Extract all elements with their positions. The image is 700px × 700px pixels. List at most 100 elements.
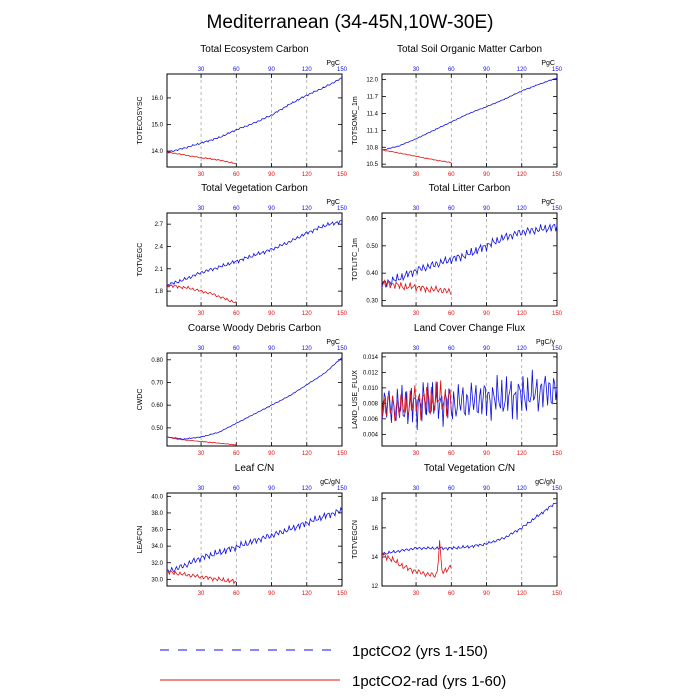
x-tick-label-top: 30 — [413, 67, 420, 73]
x-tick-label-top: 90 — [483, 486, 490, 492]
x-tick-label-bottom: 90 — [483, 591, 490, 597]
plot-frame — [381, 73, 558, 168]
x-tick-label-top: 150 — [552, 67, 563, 73]
x-tick-label-bottom: 120 — [517, 172, 528, 178]
x-tick-label-top: 90 — [483, 67, 490, 73]
legend-label-1pctco2-rad: 1pctCO2-rad (yrs 1-60) — [352, 673, 506, 690]
series-line-1pctco2 — [166, 220, 343, 288]
x-tick-label-bottom: 90 — [483, 451, 490, 457]
y-tick-label: 10.8 — [366, 145, 378, 151]
x-tick-label-top: 150 — [552, 206, 563, 212]
x-tick-label-bottom: 60 — [233, 451, 240, 457]
panels-group: Total Ecosystem Carbon PgC TOTECOSYSC 30 30 6… — [137, 44, 563, 597]
x-tick-label-top: 30 — [198, 346, 205, 352]
x-tick-label-top: 60 — [448, 486, 455, 492]
x-tick-label-bottom: 120 — [517, 451, 528, 457]
series-line-1pctco2 — [381, 223, 558, 289]
plot-frame — [166, 352, 343, 447]
x-tick-label-top: 60 — [448, 206, 455, 212]
y-tick-label: 38.0 — [151, 511, 163, 517]
x-tick-label-top: 30 — [413, 206, 420, 212]
panel-land-cover-change-flux: Land Cover Change Flux PgC/y LAND_USE_FLUX… — [352, 323, 563, 457]
y-axis-label: CWDC — [137, 389, 144, 411]
y-tick-label: 0.012 — [363, 370, 379, 376]
x-tick-label-top: 120 — [302, 67, 313, 73]
y-axis-label: LEAFCN — [137, 526, 144, 554]
y-tick-label: 0.60 — [366, 216, 378, 222]
y-tick-label: 11.7 — [367, 95, 379, 101]
panel-total-vegetation-c-n: Total Vegetation C/N gC/gN TOTVEGCN 30 30 60 6… — [352, 463, 563, 597]
series-line-1pctco2 — [381, 369, 558, 431]
y-axis-label: TOTECOSYSC — [137, 96, 144, 144]
y-tick-label: 34.0 — [151, 544, 163, 550]
figure-title: Mediterranean (34-45N,10W-30E) — [207, 12, 494, 33]
x-tick-label-bottom: 120 — [517, 311, 528, 317]
x-tick-label-top: 60 — [233, 486, 240, 492]
y-tick-label: 18 — [371, 497, 378, 503]
x-tick-label-bottom: 30 — [198, 451, 205, 457]
series-line-1pctco2 — [381, 502, 558, 556]
y-tick-label: 0.50 — [366, 244, 378, 250]
y-tick-label: 0.006 — [363, 417, 379, 423]
plot-frame — [381, 492, 558, 587]
panel-title: Land Cover Change Flux — [414, 323, 525, 334]
y-tick-label: 0.80 — [151, 358, 163, 364]
series-line-1pctco2-rad — [166, 570, 237, 585]
series-line-1pctco2 — [166, 77, 343, 153]
x-tick-label-bottom: 150 — [552, 591, 563, 597]
x-tick-label-top: 30 — [413, 486, 420, 492]
x-tick-label-bottom: 30 — [413, 451, 420, 457]
x-tick-label-top: 150 — [337, 67, 348, 73]
x-tick-label-bottom: 150 — [337, 451, 348, 457]
y-tick-label: 0.010 — [363, 386, 379, 392]
x-tick-label-bottom: 60 — [448, 311, 455, 317]
plot-frame — [381, 212, 558, 307]
x-tick-label-top: 150 — [552, 346, 563, 352]
panel-total-soil-organic-matter-carbon: Total Soil Organic Matter Carbon PgC TOTSO… — [352, 44, 563, 178]
units-label: PgC — [541, 199, 555, 206]
panel-total-ecosystem-carbon: Total Ecosystem Carbon PgC TOTECOSYSC 30 30 6… — [137, 44, 348, 178]
units-label: PgC — [326, 339, 340, 346]
y-tick-label: 12 — [371, 584, 378, 590]
y-tick-label: 0.30 — [366, 299, 378, 305]
y-axis-label: LAND_USE_FLUX — [352, 370, 359, 429]
x-tick-label-bottom: 150 — [337, 172, 348, 178]
x-tick-label-top: 150 — [337, 346, 348, 352]
y-tick-label: 0.50 — [151, 426, 163, 432]
x-tick-label-top: 60 — [233, 206, 240, 212]
y-tick-label: 2.7 — [155, 222, 164, 228]
plot-frame — [166, 492, 343, 587]
x-tick-label-bottom: 60 — [233, 172, 240, 178]
units-label: PgC — [326, 199, 340, 206]
y-tick-label: 40.0 — [151, 494, 163, 500]
y-axis-label: TOTVEGC — [137, 243, 144, 277]
x-tick-label-top: 60 — [233, 346, 240, 352]
y-tick-label: 12.0 — [366, 78, 378, 84]
x-tick-label-bottom: 90 — [483, 311, 490, 317]
x-tick-label-top: 120 — [517, 346, 528, 352]
x-tick-label-top: 30 — [198, 486, 205, 492]
units-label: gC/gN — [320, 479, 340, 486]
units-label: PgC/y — [536, 339, 556, 346]
y-tick-label: 0.004 — [363, 432, 379, 438]
x-tick-label-bottom: 30 — [198, 311, 205, 317]
x-tick-label-bottom: 150 — [552, 451, 563, 457]
x-tick-label-bottom: 90 — [268, 311, 275, 317]
x-tick-label-top: 150 — [337, 486, 348, 492]
x-tick-label-bottom: 120 — [517, 591, 528, 597]
x-tick-label-bottom: 120 — [302, 451, 313, 457]
x-tick-label-top: 90 — [268, 346, 275, 352]
x-tick-label-bottom: 30 — [198, 172, 205, 178]
x-tick-label-top: 90 — [483, 206, 490, 212]
y-tick-label: 15.0 — [151, 122, 163, 128]
units-label: PgC — [541, 60, 555, 67]
y-tick-label: 0.014 — [363, 355, 379, 361]
x-tick-label-top: 120 — [302, 486, 313, 492]
x-tick-label-bottom: 90 — [483, 172, 490, 178]
plot-frame — [381, 352, 558, 447]
y-tick-label: 2.4 — [155, 244, 164, 250]
y-tick-label: 14.0 — [151, 149, 163, 155]
x-tick-label-bottom: 120 — [302, 172, 313, 178]
series-line-1pctco2-rad — [166, 283, 237, 304]
x-tick-label-top: 90 — [268, 206, 275, 212]
